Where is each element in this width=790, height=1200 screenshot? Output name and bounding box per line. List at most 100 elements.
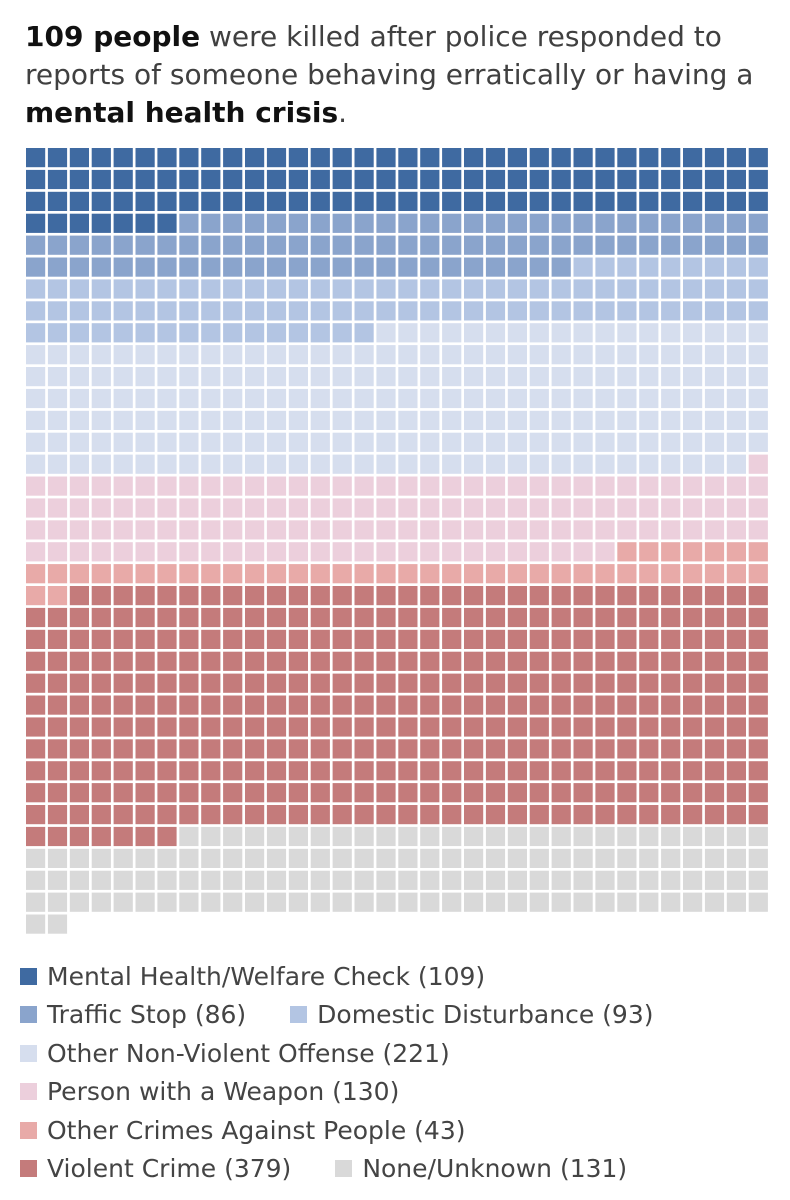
- waffle-square-other-non-violent-offense: [47, 345, 68, 365]
- waffle-square-violent-crime: [442, 695, 462, 715]
- waffle-square-violent-crime: [573, 717, 593, 737]
- waffle-square-other-non-violent-offense: [420, 454, 440, 474]
- waffle-square-violent-crime: [135, 717, 155, 737]
- waffle-square-none-unknown: [617, 848, 637, 868]
- legend-row: Other Non-Violent Offense (221): [20, 1034, 780, 1073]
- waffle-square-violent-crime: [529, 586, 549, 606]
- waffle-square-mental-health-welfare-check: [157, 169, 177, 190]
- waffle-square-domestic-disturbance: [726, 257, 746, 277]
- waffle-square-none-unknown: [266, 848, 287, 868]
- waffle-square-mental-health-welfare-check: [376, 169, 396, 190]
- waffle-square-other-crimes-against-people: [726, 564, 746, 584]
- waffle-square-violent-crime: [376, 651, 396, 671]
- waffle-square-violent-crime: [201, 717, 221, 737]
- waffle-square-domestic-disturbance: [464, 279, 484, 299]
- waffle-square-violent-crime: [595, 607, 615, 628]
- waffle-square-other-non-violent-offense: [595, 454, 615, 474]
- legend-item-mental-health: Mental Health/Welfare Check (109): [20, 962, 485, 991]
- waffle-square-other-crimes-against-people: [464, 564, 484, 584]
- waffle-square-other-non-violent-offense: [704, 388, 725, 409]
- waffle-square-other-crimes-against-people: [26, 564, 46, 584]
- waffle-square-other-non-violent-offense: [135, 432, 155, 452]
- waffle-square-mental-health-welfare-check: [376, 191, 396, 211]
- waffle-square-violent-crime: [223, 739, 243, 759]
- waffle-square-violent-crime: [266, 805, 287, 825]
- waffle-square-none-unknown: [420, 892, 440, 912]
- waffle-square-violent-crime: [113, 629, 133, 649]
- waffle-square-violent-crime: [617, 607, 637, 628]
- waffle-square-other-non-violent-offense: [157, 367, 177, 387]
- waffle-square-traffic-stop: [201, 213, 221, 233]
- waffle-square-mental-health-welfare-check: [157, 148, 177, 168]
- waffle-square-other-non-violent-offense: [135, 367, 155, 387]
- waffle-square-domestic-disturbance: [135, 279, 155, 299]
- waffle-square-mental-health-welfare-check: [639, 191, 659, 211]
- waffle-square-violent-crime: [157, 651, 177, 671]
- waffle-square-violent-crime: [157, 739, 177, 759]
- waffle-square-violent-crime: [485, 783, 506, 803]
- waffle-square-violent-crime: [179, 783, 199, 803]
- waffle-square-violent-crime: [726, 761, 746, 781]
- waffle-square-traffic-stop: [245, 235, 265, 255]
- waffle-square-violent-crime: [26, 607, 46, 628]
- waffle-square-domestic-disturbance: [91, 323, 111, 343]
- waffle-square-violent-crime: [332, 695, 352, 715]
- waffle-square-traffic-stop: [551, 213, 571, 233]
- waffle-square-none-unknown: [726, 870, 746, 890]
- waffle-square-domestic-disturbance: [135, 323, 155, 343]
- waffle-square-other-non-violent-offense: [617, 367, 637, 387]
- waffle-square-other-non-violent-offense: [704, 367, 725, 387]
- waffle-square-mental-health-welfare-check: [135, 213, 155, 233]
- waffle-square-other-non-violent-offense: [113, 410, 133, 430]
- waffle-square-violent-crime: [69, 695, 89, 715]
- waffle-square-mental-health-welfare-check: [551, 169, 571, 190]
- waffle-square-violent-crime: [245, 695, 265, 715]
- waffle-square-other-crimes-against-people: [398, 564, 418, 584]
- waffle-square-none-unknown: [266, 892, 287, 912]
- waffle-square-violent-crime: [726, 673, 746, 693]
- waffle-square-violent-crime: [47, 673, 68, 693]
- waffle-square-violent-crime: [91, 651, 111, 671]
- waffle-square-domestic-disturbance: [288, 323, 308, 343]
- waffle-square-violent-crime: [245, 783, 265, 803]
- waffle-square-violent-crime: [310, 761, 330, 781]
- waffle-square-person-with-a-weapon: [223, 542, 243, 562]
- waffle-square-none-unknown: [266, 870, 287, 890]
- waffle-square-violent-crime: [69, 717, 89, 737]
- waffle-square-violent-crime: [507, 629, 527, 649]
- waffle-square-violent-crime: [91, 695, 111, 715]
- waffle-square-other-crimes-against-people: [47, 564, 68, 584]
- waffle-square-traffic-stop: [288, 257, 308, 277]
- waffle-square-violent-crime: [529, 695, 549, 715]
- waffle-square-violent-crime: [683, 761, 703, 781]
- waffle-square-other-non-violent-offense: [464, 454, 484, 474]
- waffle-square-person-with-a-weapon: [157, 476, 177, 496]
- waffle-square-violent-crime: [595, 673, 615, 693]
- waffle-square-person-with-a-weapon: [376, 542, 396, 562]
- waffle-square-violent-crime: [47, 607, 68, 628]
- waffle-square-violent-crime: [376, 717, 396, 737]
- waffle-square-other-crimes-against-people: [617, 542, 637, 562]
- waffle-square-violent-crime: [332, 651, 352, 671]
- waffle-square-none-unknown: [376, 826, 396, 847]
- waffle-square-violent-crime: [529, 651, 549, 671]
- waffle-square-other-non-violent-offense: [398, 323, 418, 343]
- waffle-square-traffic-stop: [398, 213, 418, 233]
- waffle-square-person-with-a-weapon: [91, 542, 111, 562]
- waffle-square-violent-crime: [354, 783, 374, 803]
- waffle-square-mental-health-welfare-check: [332, 148, 352, 168]
- waffle-square-violent-crime: [266, 717, 287, 737]
- waffle-square-none-unknown: [420, 848, 440, 868]
- waffle-square-none-unknown: [47, 870, 68, 890]
- waffle-square-traffic-stop: [726, 213, 746, 233]
- waffle-square-domestic-disturbance: [661, 279, 681, 299]
- waffle-square-domestic-disturbance: [69, 323, 89, 343]
- waffle-square-violent-crime: [310, 629, 330, 649]
- waffle-square-other-non-violent-offense: [420, 388, 440, 409]
- waffle-square-mental-health-welfare-check: [420, 191, 440, 211]
- waffle-square-mental-health-welfare-check: [748, 191, 768, 211]
- waffle-square-violent-crime: [26, 761, 46, 781]
- waffle-square-none-unknown: [661, 826, 681, 847]
- waffle-square-violent-crime: [529, 739, 549, 759]
- waffle-square-person-with-a-weapon: [179, 520, 199, 540]
